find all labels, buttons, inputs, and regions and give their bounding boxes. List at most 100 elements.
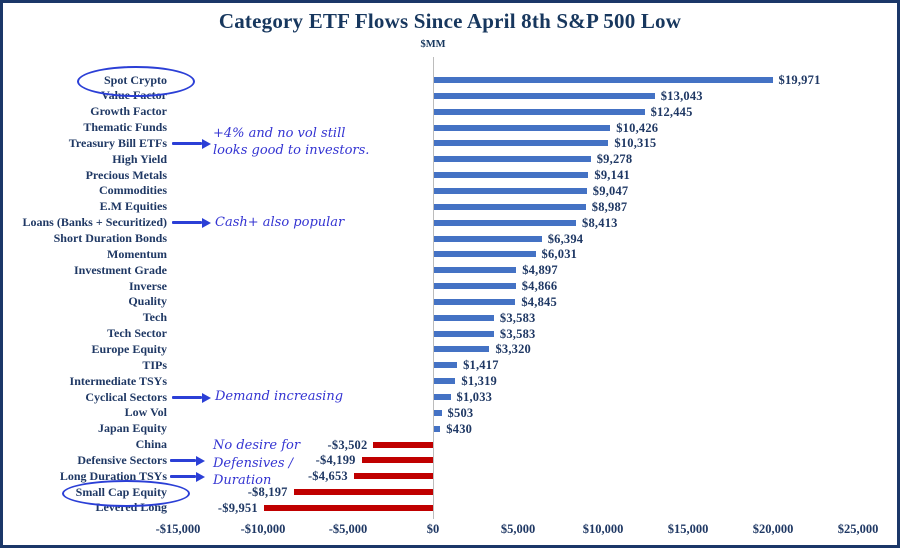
- value-label: $12,445: [650, 104, 693, 119]
- category-label: Tech: [142, 310, 167, 325]
- annotation-cyclical: Demand increasing: [215, 388, 343, 405]
- bar-momentum: [433, 251, 536, 258]
- category-label: E.M Equities: [99, 199, 167, 214]
- value-label: $503: [447, 405, 474, 420]
- value-label: -$3,502: [327, 437, 368, 452]
- annotation-line: Defensives /: [213, 455, 294, 471]
- value-label: -$9,951: [217, 500, 258, 515]
- value-label: $4,845: [521, 294, 557, 309]
- annotation-line: Cash+ also popular: [215, 215, 345, 230]
- bar-tech-sector: [433, 330, 494, 337]
- value-label: $19,971: [778, 73, 821, 87]
- value-label: $3,583: [499, 326, 536, 341]
- category-label: Low Vol: [124, 405, 167, 420]
- x-axis-tick-label: $0: [426, 522, 440, 536]
- x-axis-tick-label: $10,000: [582, 522, 624, 536]
- ellipse-highlight-small-cap-equity: [62, 480, 190, 507]
- category-label: Tech Sector: [107, 326, 167, 341]
- zero-axis-line: [433, 57, 434, 519]
- x-axis-tick-label: $20,000: [752, 522, 794, 536]
- category-label: China: [135, 437, 167, 452]
- annotation-line: looks good to investors.: [213, 143, 370, 158]
- category-label: Cyclical Sectors: [85, 389, 167, 404]
- bar-commodities: [433, 187, 587, 194]
- category-label: Loans (Banks + Securitized): [22, 215, 167, 230]
- category-label: Long Duration TSYs: [59, 468, 167, 483]
- value-label: $9,278: [596, 152, 633, 167]
- bar-e-m-equities: [433, 203, 586, 210]
- chart-title: Category ETF Flows Since April 8th S&P 5…: [218, 9, 682, 33]
- annotation-line: Demand increasing: [215, 389, 344, 404]
- value-label: -$4,199: [315, 453, 356, 468]
- category-label: Investment Grade: [74, 262, 167, 277]
- bar-small-cap-equity: [293, 489, 433, 496]
- category-label: Inverse: [129, 278, 167, 293]
- x-axis-tick-label: $15,000: [667, 522, 709, 536]
- bar-high-yield: [433, 156, 591, 163]
- value-label: $10,426: [616, 120, 659, 135]
- value-label: $8,413: [582, 215, 618, 230]
- value-label: $10,315: [614, 136, 657, 151]
- category-label: Treasury Bill ETFs: [68, 135, 167, 150]
- annotation-treasury-bills: +4% and no vol still looks good to invest…: [213, 125, 369, 159]
- bar-precious-metals: [433, 172, 589, 179]
- arrow-icon: [170, 459, 196, 462]
- value-label: $13,043: [660, 88, 703, 103]
- arrow-icon: [172, 142, 202, 145]
- x-axis-tick-label: -$15,000: [155, 522, 201, 536]
- bar-treasury-bill-etfs: [433, 140, 609, 147]
- x-axis-tick-label: -$10,000: [240, 522, 286, 536]
- value-label: -$8,197: [247, 485, 288, 500]
- bar-tips: [433, 362, 458, 369]
- bar-china: [373, 441, 433, 448]
- bar-long-duration-tsys: [353, 473, 433, 480]
- x-axis-tick-label: $25,000: [837, 522, 879, 536]
- category-label: Short Duration Bonds: [53, 231, 167, 245]
- value-label: $1,033: [456, 390, 493, 404]
- chart-units-label: $MM: [420, 39, 446, 50]
- annotation-line: +4% and no vol still: [213, 126, 346, 141]
- annotation-defensives: No desire for Defensives / Duration: [213, 437, 300, 490]
- arrow-icon: [170, 475, 196, 478]
- bar-cyclical-sectors: [433, 394, 451, 400]
- value-label: $9,141: [594, 168, 630, 183]
- value-label: $1,417: [463, 358, 499, 373]
- category-label: Europe Equity: [91, 341, 167, 356]
- x-axis-tick-label: -$5,000: [328, 522, 368, 536]
- bar-quality: [433, 298, 516, 305]
- bar-investment-grade: [433, 267, 517, 274]
- category-label: TIPs: [142, 357, 167, 372]
- value-label: $3,583: [499, 310, 536, 325]
- value-label: $1,319: [461, 374, 497, 389]
- bar-defensive-sectors: [361, 457, 433, 464]
- value-label: $9,047: [592, 183, 629, 198]
- annotation-loans: Cash+ also popular: [215, 214, 344, 231]
- category-label: Precious Metals: [85, 167, 167, 182]
- category-label: Momentum: [107, 246, 167, 261]
- category-label: Intermediate TSYs: [69, 373, 167, 388]
- arrow-icon: [172, 221, 202, 224]
- bar-low-vol: [433, 409, 442, 416]
- value-label: $8,987: [591, 199, 628, 214]
- value-label: $6,394: [547, 231, 584, 246]
- value-label: $4,897: [522, 263, 558, 278]
- bar-value-factor: [433, 92, 655, 99]
- category-label: Growth Factor: [90, 104, 167, 119]
- bar-japan-equity: [433, 425, 441, 432]
- category-label: Japan Equity: [97, 421, 167, 436]
- bar-loans-banks-securitized-: [433, 219, 577, 226]
- arrow-icon: [172, 396, 202, 399]
- bar-europe-equity: [433, 346, 490, 353]
- value-label: $3,320: [495, 342, 532, 357]
- category-label: Thematic Funds: [83, 120, 167, 135]
- x-axis-tick-label: $5,000: [500, 522, 536, 536]
- bar-short-duration-bonds: [433, 235, 542, 242]
- bar-thematic-funds: [433, 124, 611, 131]
- value-label: $430: [446, 421, 473, 436]
- ellipse-highlight-spot-crypto: [77, 66, 195, 97]
- annotation-line: Duration: [213, 473, 272, 488]
- value-label: $6,031: [541, 247, 578, 262]
- bar-inverse: [433, 283, 516, 290]
- category-label: Defensive Sectors: [77, 452, 167, 467]
